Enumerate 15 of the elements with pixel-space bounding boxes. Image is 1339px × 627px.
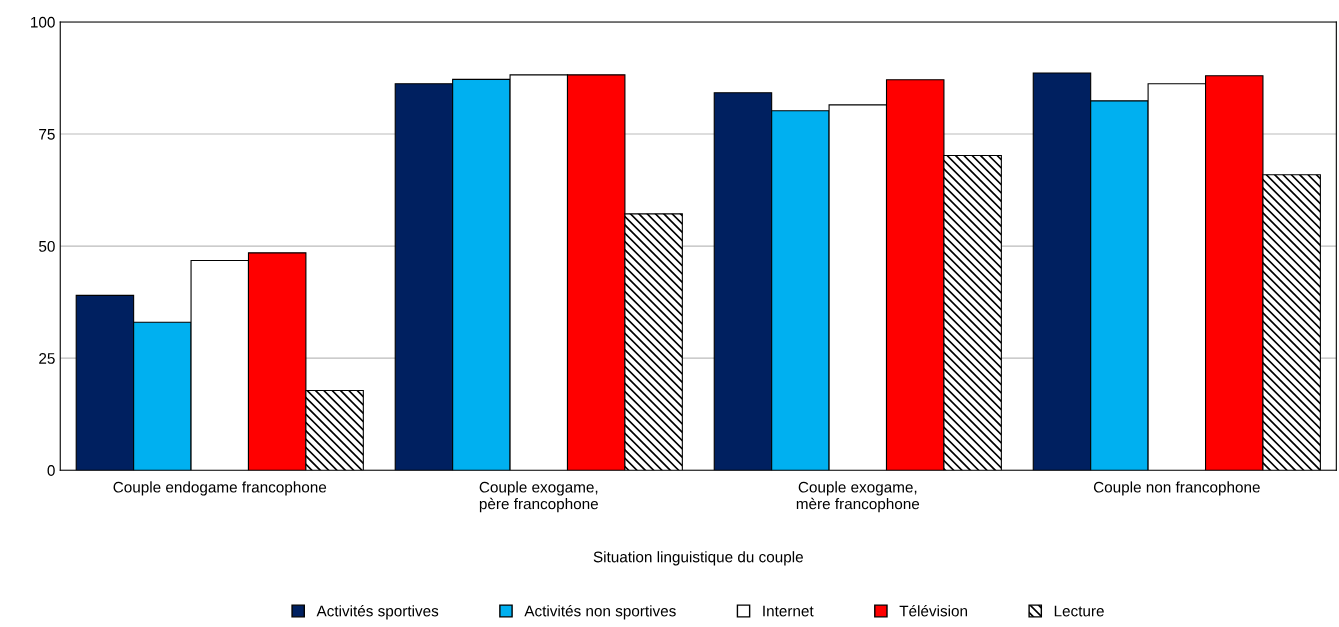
y-tick-label: 25	[39, 353, 55, 364]
x-tick-label: Couple endogame francophone	[113, 481, 327, 496]
legend-label: Internet	[763, 605, 814, 617]
y-tick-label: 75	[39, 129, 55, 140]
y-tick-label: 100	[31, 16, 55, 28]
x-tick-label: Couple exogame, mère francophone	[796, 481, 920, 513]
x-tick-label: Couple non francophone	[1093, 481, 1260, 496]
x-tick-label: Couple exogame, père francophone	[479, 481, 598, 513]
legend-label: Activités sportives	[316, 605, 439, 620]
legend-label: Télévision	[899, 605, 968, 617]
legend-label: Lecture	[1054, 605, 1104, 617]
y-tick-label: 50	[39, 240, 55, 252]
legend-label: Activités non sportives	[524, 605, 676, 620]
x-axis-title: Situation linguistique du couple	[593, 551, 803, 566]
y-tick-label: 0	[47, 465, 55, 476]
